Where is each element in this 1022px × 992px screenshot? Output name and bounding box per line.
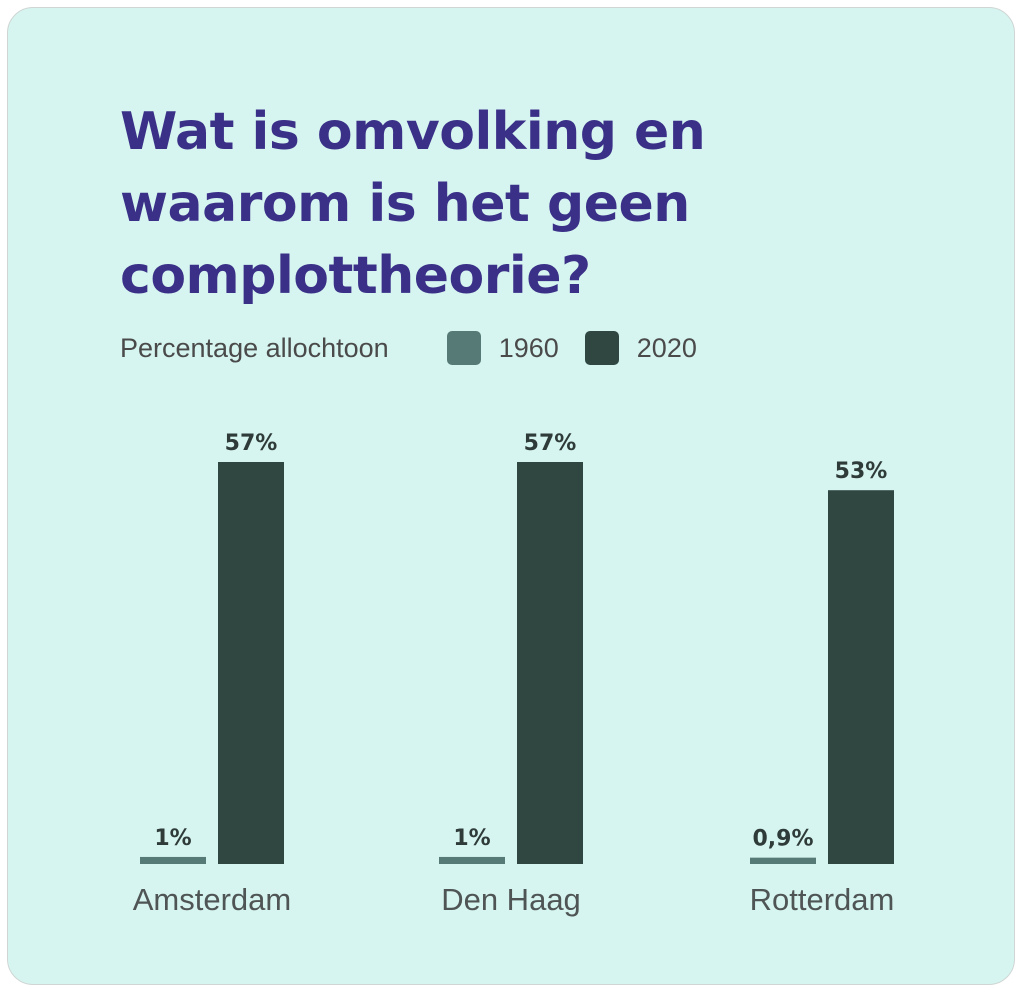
bar-amsterdam-2020 — [218, 462, 284, 864]
legend-item-2020: 2020 — [584, 331, 697, 365]
legend-label-2020: 2020 — [636, 332, 697, 363]
category-label-amsterdam: Amsterdam — [133, 882, 291, 917]
legend: Percentage allochtoon 1960 2020 — [120, 328, 723, 368]
bar-rotterdam-2020 — [828, 490, 894, 864]
value-label-den-haag-1960: 1% — [453, 826, 490, 851]
bar-den-haag-2020 — [517, 462, 583, 864]
category-label-den-haag: Den Haag — [441, 882, 581, 917]
chart-title: Wat is omvolking en waarom is het geen c… — [120, 102, 706, 306]
category-label-rotterdam: Rotterdam — [750, 882, 895, 917]
value-label-amsterdam-1960: 1% — [154, 826, 191, 851]
value-label-rotterdam-1960: 0,9% — [752, 827, 813, 852]
bar-den-haag-1960 — [439, 856, 505, 864]
value-label-den-haag-2020: 57% — [524, 431, 577, 456]
legend-title: Percentage allochtoon — [120, 332, 389, 363]
bar-rotterdam-1960 — [750, 857, 816, 864]
value-label-amsterdam-2020: 57% — [225, 431, 278, 456]
bar-amsterdam-1960 — [140, 856, 206, 864]
legend-item-1960: 1960 — [446, 331, 559, 365]
legend-label-1960: 1960 — [498, 332, 559, 363]
legend-swatch-2020 — [584, 331, 619, 365]
legend-swatch-1960 — [446, 331, 481, 365]
value-label-rotterdam-2020: 53% — [835, 459, 888, 484]
